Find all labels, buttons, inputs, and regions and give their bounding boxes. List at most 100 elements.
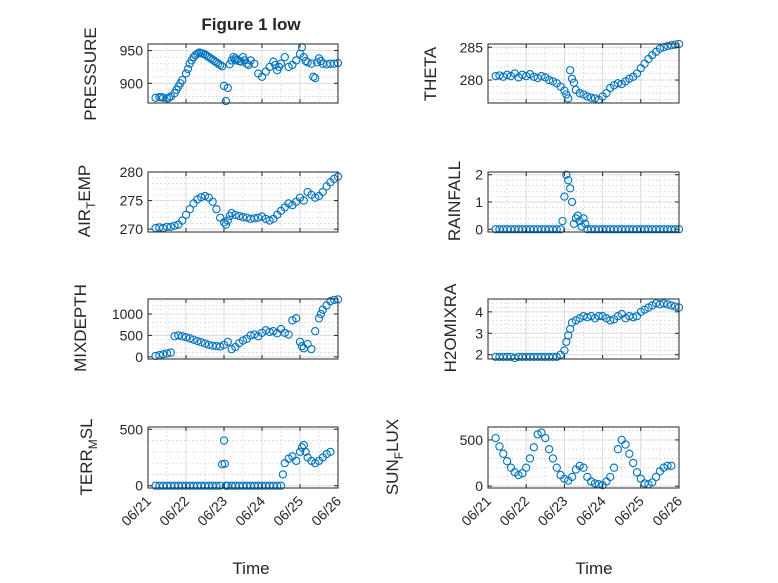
ylabel-h2omixra: H2OMIXRA (441, 283, 460, 372)
xlabel-right: Time (575, 559, 612, 578)
ytick-label: 0 (475, 478, 483, 494)
ytick-label: 0 (475, 221, 483, 237)
data-point-sun_flux (518, 469, 527, 478)
data-point-terr_msl (326, 447, 335, 457)
figure-title: Figure 1 low (201, 15, 301, 34)
data-point-theta (560, 86, 569, 95)
axes-frame-theta (487, 43, 680, 104)
data-point-mixdepth (250, 330, 259, 339)
data-point-pressure (280, 52, 289, 62)
data-point-sun_flux (590, 479, 600, 488)
data-point-sun_flux (621, 440, 630, 449)
xtick-label: 06/23 (534, 493, 570, 529)
data-point-air_temp (299, 196, 308, 205)
data-point-h2omixra (667, 301, 676, 310)
data-point-mixdepth (193, 336, 202, 346)
xtick-label: 06/24 (573, 493, 609, 529)
data-point-sun_flux (632, 468, 642, 477)
ylabel-sun-flux-main: SUN (383, 459, 402, 495)
ytick-label: 1 (475, 194, 483, 210)
data-point-h2omixra (629, 313, 638, 322)
data-point-terr_msl (301, 447, 310, 457)
data-point-rainfall (564, 176, 573, 185)
data-point-rainfall (552, 225, 561, 234)
xlabel-left: Time (232, 559, 269, 578)
data-point-air_temp (231, 210, 240, 220)
data-point-sun_flux (648, 478, 657, 487)
data-point-terr_msl (220, 459, 229, 468)
xtick-label: 06/26 (649, 493, 685, 529)
data-point-mixdepth (200, 339, 210, 348)
data-point-rainfall (579, 214, 588, 223)
data-point-theta (667, 41, 676, 50)
data-point-theta (565, 66, 575, 75)
data-point-sun_flux (659, 463, 668, 472)
axes-layer: 9009502802852702752800120500100023405000… (112, 39, 685, 529)
ytick-label: 285 (460, 39, 484, 55)
data-point-air_temp (221, 220, 231, 229)
data-point-pressure (244, 60, 253, 70)
data-point-pressure (309, 72, 318, 81)
data-point-theta (548, 77, 558, 86)
data-point-mixdepth (185, 334, 194, 343)
ytick-label: 280 (120, 164, 144, 180)
data-point-sun_flux (522, 463, 531, 472)
ytick-label: 0 (135, 349, 143, 365)
xtick-label: 06/26 (308, 493, 344, 529)
data-point-sun_flux (629, 458, 638, 468)
axes-frame-pressure (147, 43, 339, 104)
data-point-terr_msl (276, 481, 286, 490)
data-point-air_temp (235, 211, 244, 221)
data-point-mixdepth (212, 341, 221, 351)
plot-area-mixdepth (148, 299, 338, 359)
data-point-sun_flux (552, 463, 561, 472)
data-point-sun_flux (533, 430, 542, 439)
xtick-label: 06/22 (496, 493, 532, 529)
ylabel-terr-msl-sub: M (86, 439, 100, 449)
data-point-theta (655, 44, 665, 53)
ylabel-sun-flux-rest: LUX (383, 419, 402, 452)
data-point-pressure (223, 83, 232, 93)
data-point-mixdepth (307, 344, 316, 354)
xtick-label: 06/24 (232, 493, 268, 529)
data-point-rainfall (565, 184, 575, 193)
data-point-air_temp (208, 197, 217, 206)
data-point-air_temp (181, 210, 191, 220)
xtick-label: 06/25 (270, 493, 306, 529)
axes-theta: 280 285 (460, 39, 684, 104)
axes-pressure: 900 950 (120, 43, 343, 106)
data-point-pressure (292, 56, 301, 65)
data-point-mixdepth (297, 341, 307, 351)
data-point-air_temp (284, 199, 293, 208)
data-point-air_temp (162, 222, 172, 232)
data-point-pressure (181, 69, 191, 78)
data-point-air_temp (185, 204, 194, 214)
data-point-mixdepth (223, 337, 232, 347)
ylabel-sun-flux: SUNFLUX (383, 419, 406, 495)
data-point-air_temp (254, 213, 263, 222)
data-point-sun_flux (502, 457, 512, 466)
data-point-sun_flux (537, 428, 546, 437)
data-point-h2omixra (659, 299, 668, 308)
data-point-mixdepth (295, 337, 305, 347)
data-point-h2omixra (548, 352, 558, 362)
ylabel-air-temp-rest: EMP (75, 165, 94, 202)
data-point-theta (579, 90, 588, 99)
data-point-pressure (307, 59, 316, 68)
data-point-air_temp (227, 208, 236, 218)
data-point-mixdepth (280, 328, 289, 338)
data-point-pressure (303, 58, 312, 67)
data-point-theta (537, 71, 546, 81)
data-point-terr_msl (295, 447, 305, 457)
data-point-theta (613, 79, 623, 88)
ytick-label: 500 (120, 421, 144, 437)
data-point-mixdepth (316, 309, 326, 319)
data-point-h2omixra (502, 352, 512, 362)
data-point-sun_flux (651, 472, 661, 482)
data-point-pressure (225, 60, 234, 69)
ytick-label: 2 (475, 347, 483, 363)
data-point-sun_flux (548, 454, 558, 463)
data-point-sun_flux (525, 454, 535, 463)
data-point-mixdepth (197, 338, 206, 347)
data-point-pressure (312, 58, 322, 67)
